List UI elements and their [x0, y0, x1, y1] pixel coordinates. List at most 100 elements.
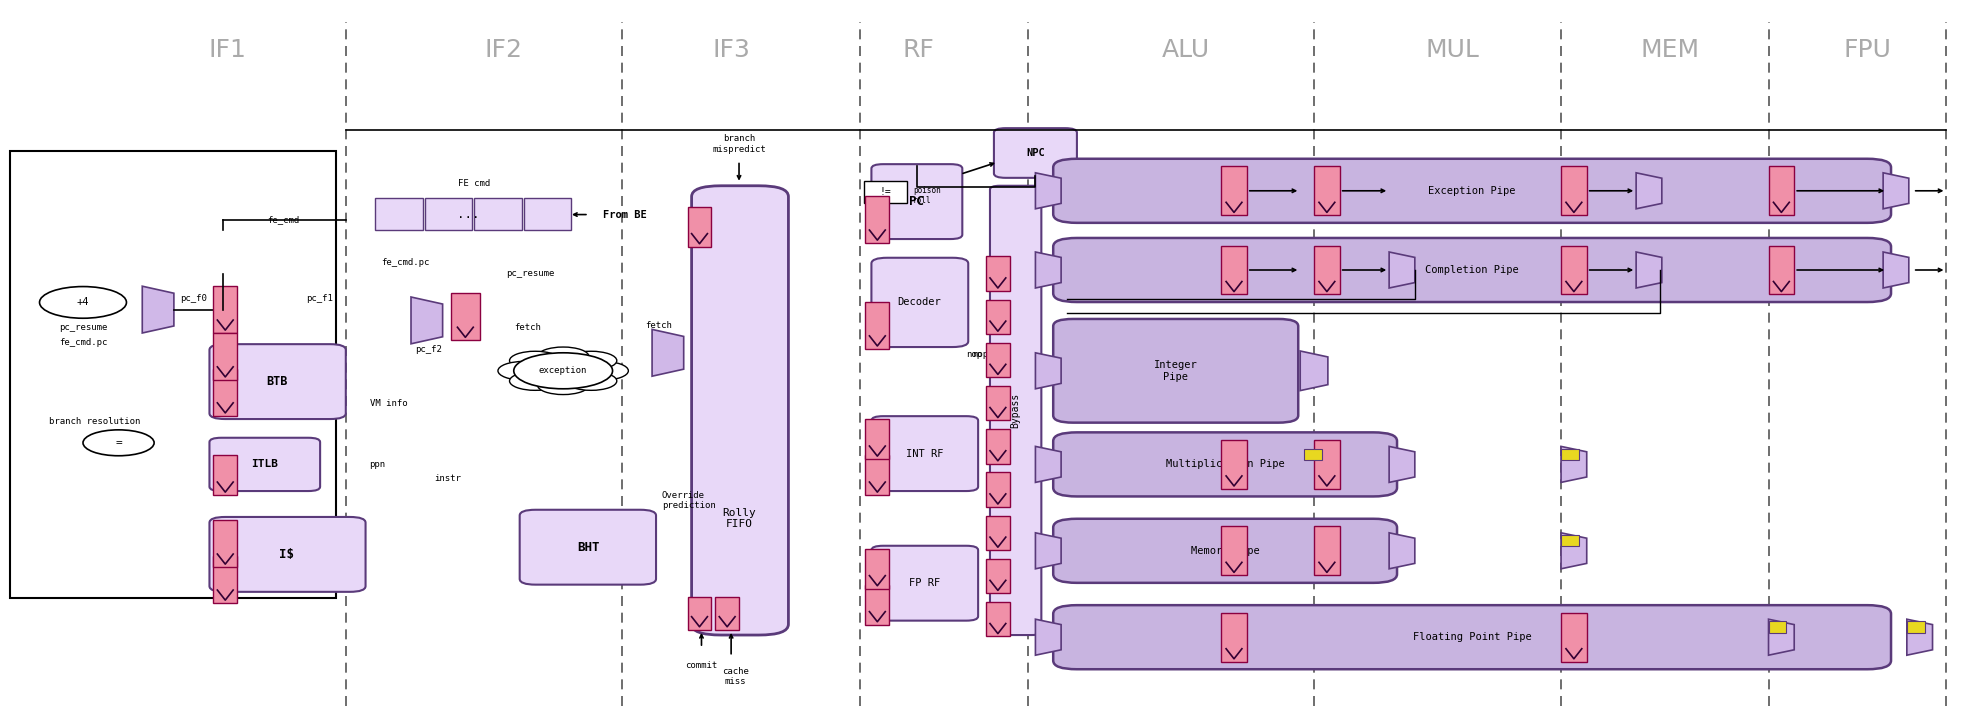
Bar: [1314, 526, 1340, 575]
Polygon shape: [142, 287, 174, 333]
Text: INT RF: INT RF: [907, 449, 943, 459]
Text: exception: exception: [539, 366, 587, 375]
Text: NPC: NPC: [1026, 148, 1045, 158]
Polygon shape: [1389, 446, 1415, 482]
Bar: [1769, 621, 1786, 633]
Text: fetch: fetch: [644, 321, 672, 330]
Bar: [986, 602, 1010, 636]
Bar: [213, 520, 237, 567]
Bar: [865, 456, 889, 495]
Text: FP RF: FP RF: [909, 578, 941, 588]
Polygon shape: [1035, 173, 1061, 209]
FancyBboxPatch shape: [871, 258, 968, 347]
Polygon shape: [1907, 619, 1933, 655]
FancyBboxPatch shape: [1053, 432, 1397, 497]
FancyBboxPatch shape: [871, 546, 978, 621]
Text: pc_f0: pc_f0: [180, 294, 207, 303]
FancyBboxPatch shape: [209, 438, 320, 491]
Bar: [865, 197, 889, 243]
Bar: [1561, 246, 1587, 294]
Polygon shape: [1561, 446, 1587, 482]
Polygon shape: [1389, 533, 1415, 569]
Circle shape: [498, 361, 549, 380]
Text: Floating Point Pipe: Floating Point Pipe: [1413, 632, 1531, 642]
Text: pc_f2: pc_f2: [415, 345, 443, 354]
Text: roll: roll: [913, 196, 931, 204]
Bar: [213, 369, 237, 416]
Bar: [986, 300, 1010, 334]
Bar: [986, 559, 1010, 593]
Bar: [1314, 440, 1340, 489]
Circle shape: [537, 347, 589, 366]
Bar: [213, 556, 237, 603]
Text: cache
miss: cache miss: [721, 667, 749, 686]
Bar: [1314, 166, 1340, 215]
Text: Bypass: Bypass: [1010, 393, 1022, 428]
Bar: [986, 429, 1010, 464]
Bar: [425, 198, 472, 230]
Text: branch
mispredict: branch mispredict: [711, 135, 767, 153]
Text: IF3: IF3: [711, 38, 751, 63]
Text: PC: PC: [909, 195, 925, 208]
FancyBboxPatch shape: [1053, 159, 1891, 223]
FancyBboxPatch shape: [520, 510, 656, 585]
Text: Exception Pipe: Exception Pipe: [1429, 186, 1516, 196]
Bar: [1769, 166, 1794, 215]
Text: VM info: VM info: [370, 399, 407, 408]
Bar: [865, 420, 889, 459]
Text: ppn: ppn: [370, 460, 385, 469]
Text: IF2: IF2: [484, 38, 524, 63]
Bar: [10, 151, 336, 598]
FancyBboxPatch shape: [209, 517, 366, 592]
Text: poison: poison: [913, 186, 941, 195]
Text: BHT: BHT: [577, 541, 601, 554]
Bar: [524, 198, 571, 230]
Bar: [213, 287, 237, 333]
Text: ALU: ALU: [1162, 38, 1209, 63]
Polygon shape: [1561, 533, 1587, 569]
Bar: [1561, 535, 1579, 546]
Circle shape: [565, 351, 617, 370]
FancyBboxPatch shape: [871, 416, 978, 491]
FancyBboxPatch shape: [1053, 605, 1891, 670]
Polygon shape: [1035, 252, 1061, 288]
Text: fetch: fetch: [514, 323, 541, 332]
Text: pc_resume: pc_resume: [506, 269, 553, 278]
Text: commit: commit: [686, 662, 717, 670]
Bar: [1221, 440, 1247, 489]
Text: +4: +4: [77, 297, 89, 307]
Polygon shape: [1389, 252, 1415, 288]
Bar: [986, 386, 1010, 420]
FancyBboxPatch shape: [692, 186, 788, 635]
Text: MUL: MUL: [1425, 38, 1480, 63]
Text: Override
prediction: Override prediction: [662, 491, 715, 510]
Text: fe_cmd.pc: fe_cmd.pc: [59, 338, 107, 346]
Circle shape: [565, 372, 617, 390]
Text: fe_cmd.pc: fe_cmd.pc: [381, 258, 429, 267]
Bar: [1221, 246, 1247, 294]
Text: pc_resume: pc_resume: [59, 323, 107, 332]
Polygon shape: [1035, 446, 1061, 482]
Bar: [986, 472, 1010, 507]
Text: MEM: MEM: [1640, 38, 1699, 63]
Bar: [1561, 613, 1587, 662]
Polygon shape: [1300, 351, 1328, 391]
Bar: [474, 198, 522, 230]
Polygon shape: [1636, 252, 1662, 288]
Text: Decoder: Decoder: [897, 297, 941, 307]
Bar: [1304, 449, 1322, 460]
Bar: [1221, 613, 1247, 662]
Polygon shape: [1769, 619, 1794, 655]
Circle shape: [510, 351, 561, 370]
Polygon shape: [1636, 173, 1662, 209]
Text: Multiplication Pipe: Multiplication Pipe: [1166, 459, 1284, 469]
Bar: [213, 333, 237, 380]
Circle shape: [510, 372, 561, 390]
Circle shape: [514, 353, 613, 389]
FancyBboxPatch shape: [209, 344, 346, 419]
Text: instr: instr: [435, 474, 462, 483]
FancyBboxPatch shape: [990, 186, 1041, 635]
Bar: [375, 198, 423, 230]
Text: RF: RF: [903, 38, 935, 63]
Text: I$: I$: [279, 548, 294, 561]
